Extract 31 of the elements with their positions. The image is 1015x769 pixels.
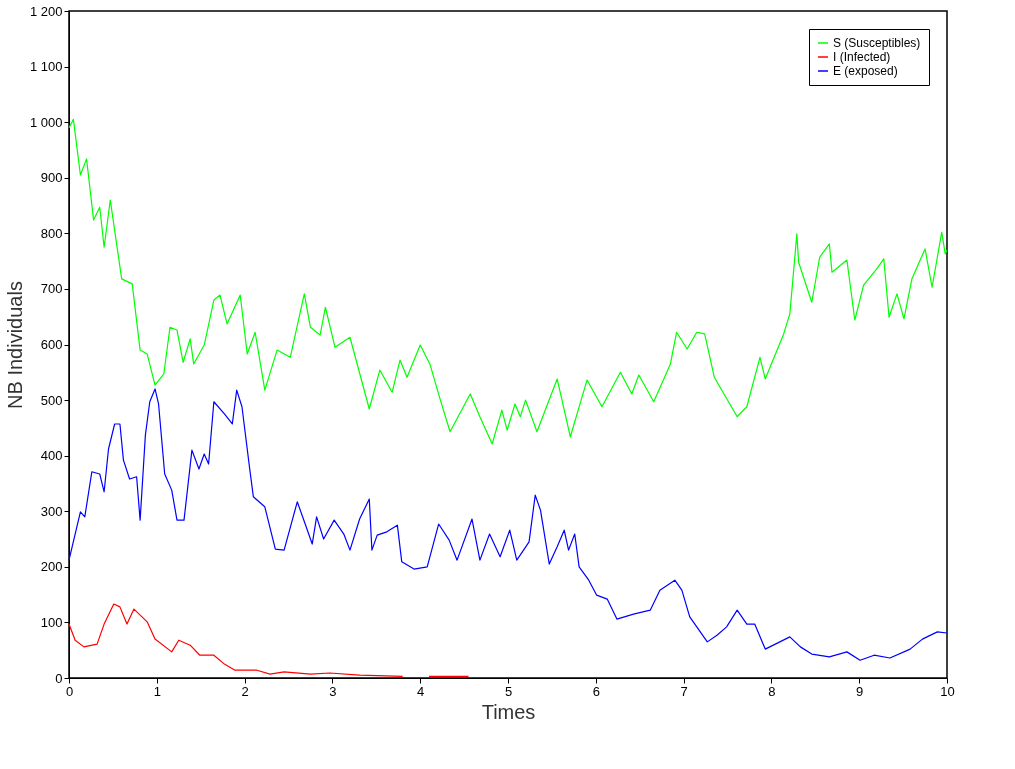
legend-label: S (Susceptibles) (833, 36, 921, 50)
x-tick-label: 4 (417, 683, 425, 699)
y-tick-label: 1 000 (29, 114, 63, 130)
legend-label: E (exposed) (833, 64, 898, 78)
legend-label: I (Infected) (833, 50, 891, 64)
x-tick-label: 1 (153, 683, 161, 699)
x-tick-label: 0 (65, 683, 74, 699)
y-axis-title: NB Individuals (3, 281, 26, 409)
y-tick-label: 800 (40, 225, 63, 241)
y-tick-label: 200 (40, 559, 63, 575)
line-series (68, 388, 948, 661)
x-tick-label: 8 (768, 683, 776, 699)
y-tick-label: 100 (40, 614, 63, 630)
y-tick-label: 1 200 (29, 3, 63, 19)
x-tick-label: 3 (329, 683, 337, 699)
x-tick-label: 10 (940, 683, 955, 699)
y-tick-label: 900 (40, 170, 63, 186)
y-tick-label: 600 (40, 337, 63, 352)
x-tick-label: 6 (592, 683, 600, 699)
y-tick-label: 0 (55, 670, 63, 686)
y-tick-label: 700 (40, 281, 63, 297)
x-tick-label: 9 (856, 683, 864, 699)
y-tick-label: 500 (40, 392, 63, 408)
x-tick-label: 7 (680, 683, 688, 699)
y-tick-label: 300 (40, 503, 63, 519)
line-series (68, 118, 948, 445)
y-tick-label: 1 100 (29, 59, 63, 75)
y-tick-label: 400 (40, 448, 63, 464)
x-tick-label: 2 (241, 683, 249, 699)
x-axis-title: Times (481, 700, 536, 723)
x-tick-label: 5 (504, 683, 513, 699)
